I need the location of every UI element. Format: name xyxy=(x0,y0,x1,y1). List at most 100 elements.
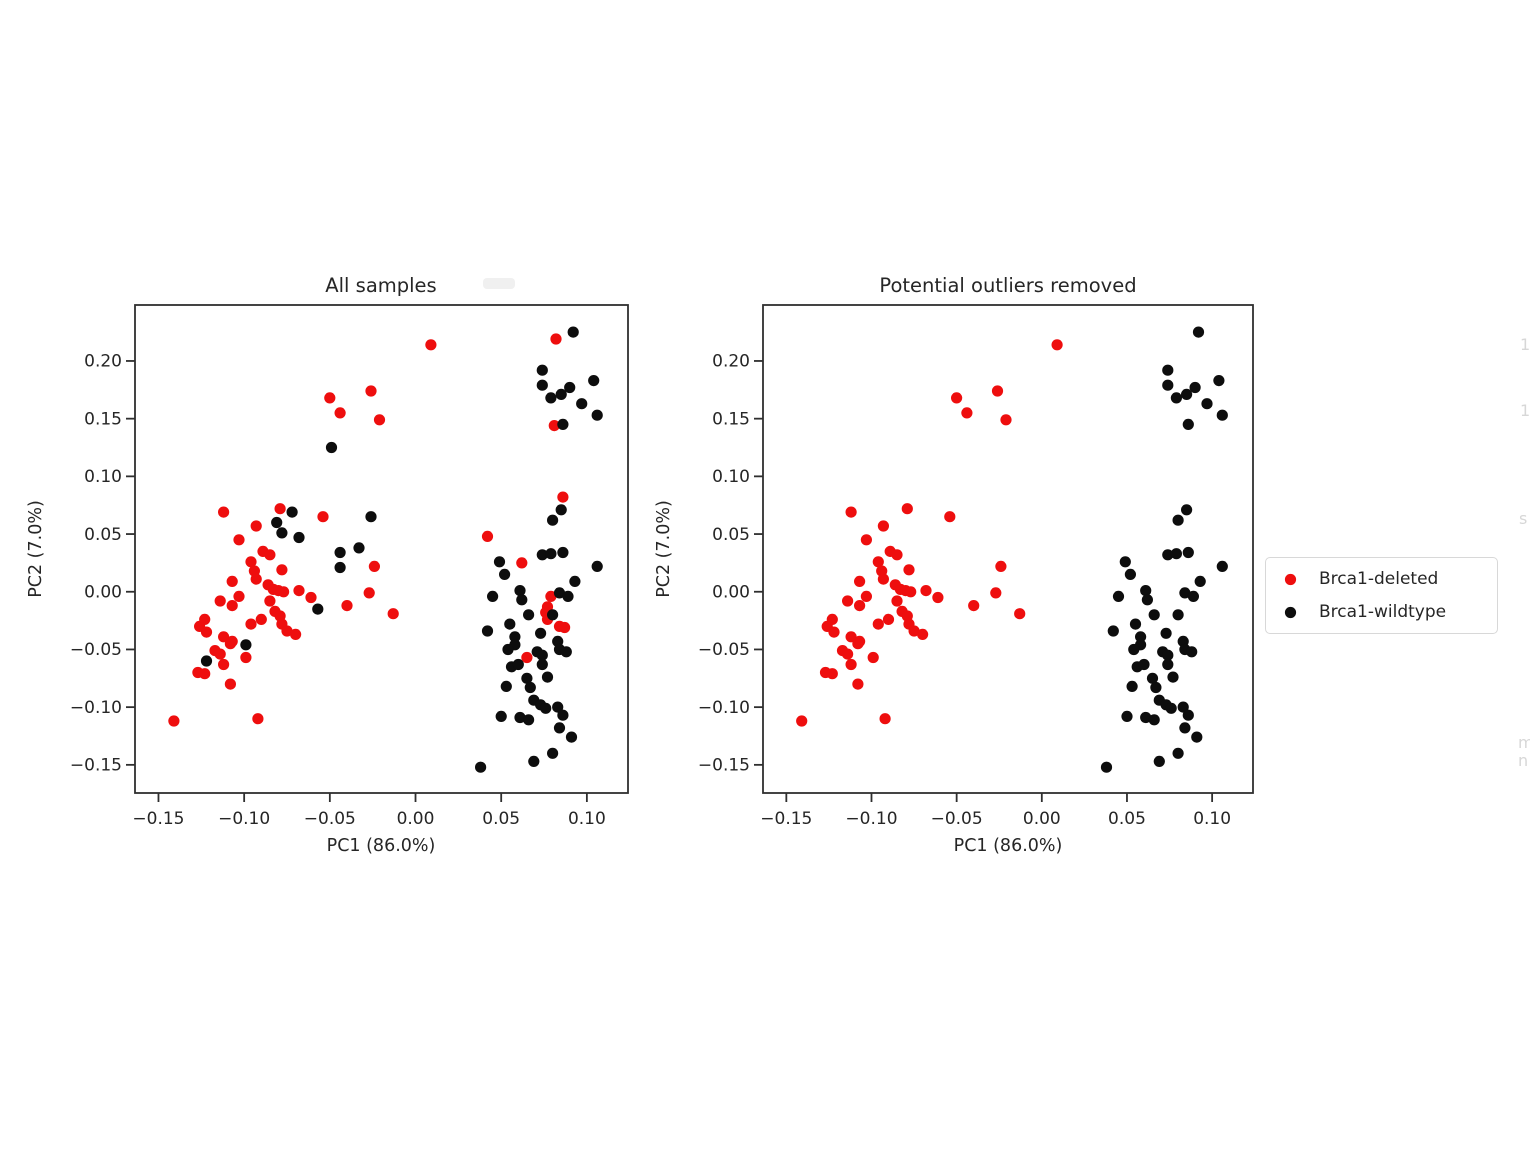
data-point xyxy=(901,503,913,515)
data-point xyxy=(233,590,245,603)
data-point xyxy=(920,585,932,597)
y-axis-label: PC2 (7.0%) xyxy=(654,500,674,598)
data-point xyxy=(968,600,980,612)
data-point xyxy=(1162,658,1174,671)
x-axis-label: PC1 (86.0%) xyxy=(954,836,1063,856)
data-point xyxy=(547,609,559,621)
x-tick-label: −0.10 xyxy=(218,809,270,829)
data-point xyxy=(951,392,963,404)
data-point xyxy=(1167,671,1179,683)
data-point xyxy=(548,420,560,432)
data-point xyxy=(1051,339,1063,351)
data-point xyxy=(845,506,857,518)
data-point xyxy=(240,651,252,664)
legend-marker-red-dot-icon xyxy=(1284,573,1297,585)
y-tick-label: 0.00 xyxy=(84,583,122,603)
data-point xyxy=(365,511,377,523)
data-point xyxy=(540,702,552,714)
data-point xyxy=(1181,504,1193,516)
data-point xyxy=(226,600,238,612)
data-point xyxy=(536,364,548,376)
data-point xyxy=(373,414,386,426)
data-point xyxy=(845,658,857,671)
data-point xyxy=(1186,646,1198,658)
data-point xyxy=(576,398,588,410)
data-point xyxy=(475,761,487,773)
data-point xyxy=(387,608,399,620)
data-point xyxy=(481,625,494,637)
data-point xyxy=(218,631,230,643)
data-point xyxy=(1160,627,1172,639)
data-point xyxy=(860,534,873,546)
data-point xyxy=(250,573,262,585)
data-point xyxy=(588,375,600,387)
data-point xyxy=(334,407,346,419)
data-point xyxy=(879,713,891,725)
data-point xyxy=(425,339,437,351)
data-point xyxy=(276,564,288,576)
data-point xyxy=(341,600,353,612)
data-point xyxy=(281,625,293,637)
data-point xyxy=(591,409,603,421)
data-point xyxy=(1112,590,1125,603)
data-point xyxy=(1126,680,1138,693)
data-point xyxy=(1216,560,1228,573)
y-tick-label: −0.10 xyxy=(698,698,750,718)
data-point xyxy=(1141,594,1153,606)
data-point xyxy=(1165,702,1177,714)
data-point xyxy=(293,531,305,544)
data-point xyxy=(560,646,572,658)
data-point xyxy=(1128,643,1140,656)
data-point xyxy=(545,590,557,603)
data-point xyxy=(1187,590,1199,603)
data-point xyxy=(852,678,864,690)
data-point xyxy=(854,575,866,588)
data-point xyxy=(552,701,564,713)
data-point xyxy=(1129,618,1142,630)
data-point xyxy=(1148,609,1160,621)
y-tick-label: 0.10 xyxy=(712,467,750,487)
data-point xyxy=(535,627,547,639)
data-point xyxy=(1138,658,1150,671)
axes-box xyxy=(134,304,629,794)
data-point xyxy=(365,385,377,397)
data-point xyxy=(990,587,1002,599)
y-tick-label: 0.00 xyxy=(712,583,750,603)
legend-label: Brca1-wildtype xyxy=(1319,602,1447,622)
data-point xyxy=(250,520,262,532)
data-point xyxy=(1135,631,1147,643)
data-point xyxy=(1000,414,1012,426)
data-point xyxy=(499,568,511,581)
data-point xyxy=(255,613,267,626)
data-point xyxy=(559,621,571,634)
data-point xyxy=(317,511,329,523)
data-point xyxy=(509,631,521,643)
data-point xyxy=(1172,514,1184,526)
data-point xyxy=(872,556,884,568)
data-point xyxy=(905,586,917,598)
data-point xyxy=(502,643,514,656)
data-point xyxy=(842,595,854,607)
y-tick-label: 0.20 xyxy=(84,352,122,372)
data-point xyxy=(908,625,920,637)
y-axis-label: PC2 (7.0%) xyxy=(26,500,46,598)
data-point xyxy=(550,333,562,345)
data-point xyxy=(493,556,506,568)
data-point xyxy=(1192,326,1205,338)
data-point xyxy=(536,649,548,661)
data-point xyxy=(557,546,569,559)
scatter-points xyxy=(168,326,603,773)
y-tick-label: 0.15 xyxy=(84,409,122,429)
data-point xyxy=(276,527,288,539)
data-point xyxy=(536,379,548,391)
data-point xyxy=(1182,418,1194,430)
plot-title: Potential outliers removed xyxy=(879,274,1136,297)
data-point xyxy=(240,639,252,651)
data-point xyxy=(555,504,567,516)
data-point xyxy=(1172,747,1184,759)
data-point xyxy=(591,560,603,573)
x-tick-label: 0.05 xyxy=(1108,809,1146,829)
data-point xyxy=(545,548,557,560)
data-point xyxy=(845,631,857,643)
